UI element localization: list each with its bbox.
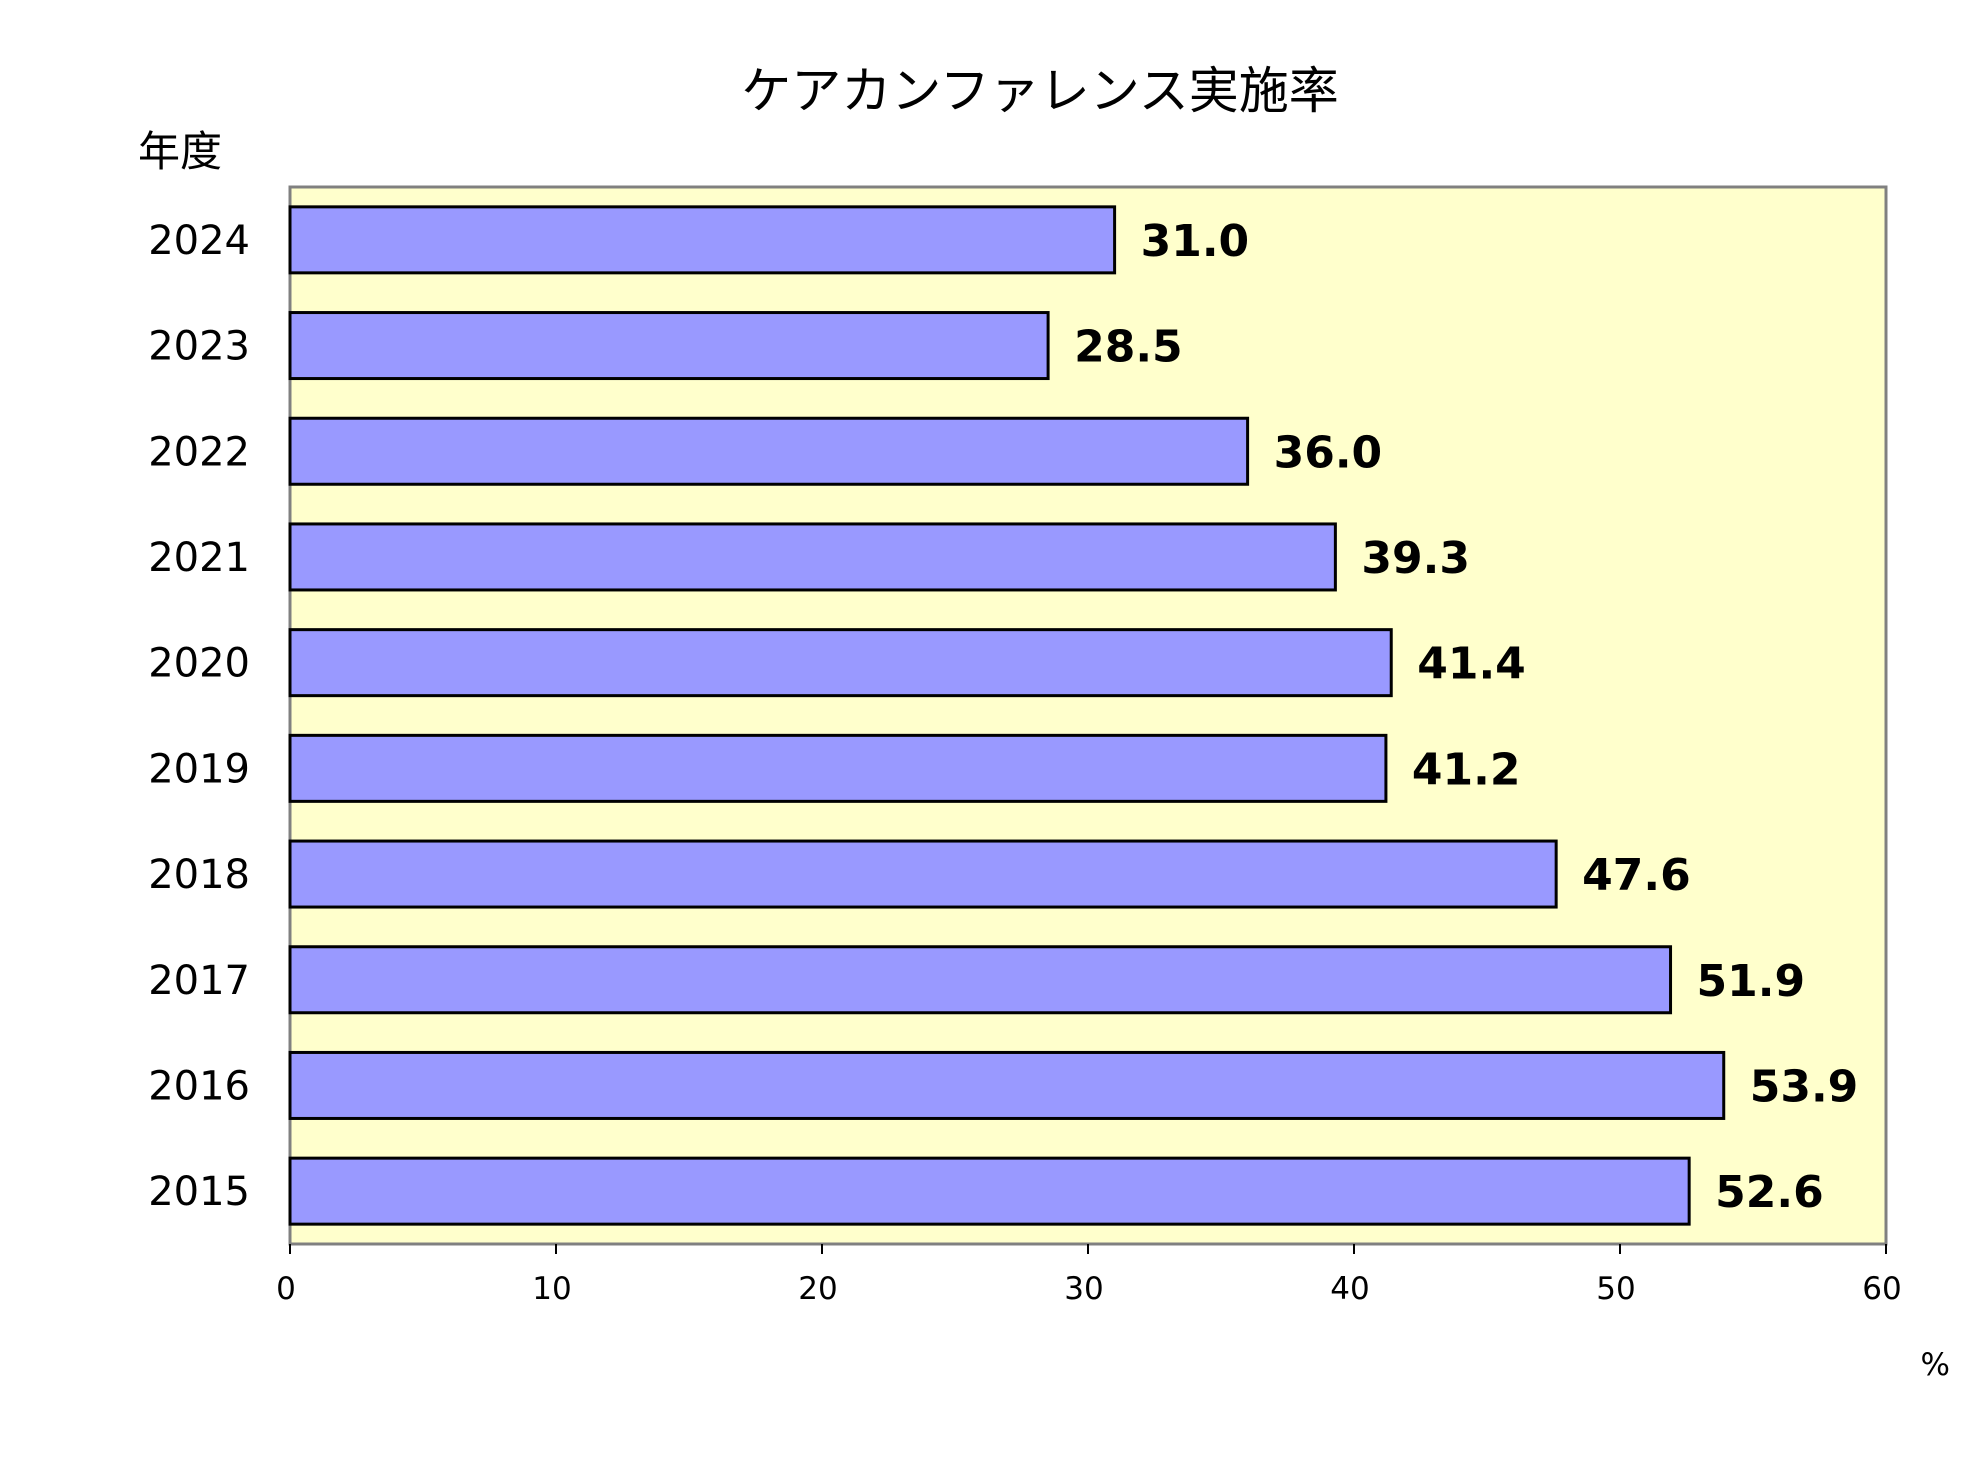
bar-2023 [288, 311, 1050, 381]
value-label-2021: 39.3 [1361, 533, 1470, 584]
x-tick-label-10: 10 [532, 1271, 571, 1307]
category-label-2024: 2024 [148, 218, 250, 264]
bar-2018 [288, 839, 1558, 909]
category-label-2022: 2022 [148, 429, 250, 475]
bar-2017 [288, 945, 1673, 1015]
x-tick-label-0: 0 [276, 1271, 296, 1307]
category-label-2021: 2021 [148, 535, 250, 581]
bars-layer: 31.0 28.5 36.0 39.3 41.4 41.2 47.6 51.9 53.9 52.6 [288, 205, 1859, 1226]
x-tick-label-30: 30 [1064, 1271, 1103, 1307]
category-label-2018: 2018 [148, 852, 250, 898]
bar-2020 [288, 628, 1393, 698]
value-label-2017: 51.9 [1697, 956, 1806, 1007]
category-label-2023: 2023 [148, 324, 250, 370]
bar-2024 [288, 205, 1117, 275]
x-tick-label-50: 50 [1596, 1271, 1635, 1307]
bar-2022 [288, 416, 1250, 486]
x-tick-label-40: 40 [1330, 1271, 1369, 1307]
x-tick-label-20: 20 [798, 1271, 837, 1307]
axis-layer: 2024 2023 2022 2021 2020 2019 2018 2017 2016 2015… [148, 218, 1902, 1307]
bar-2019 [288, 733, 1388, 803]
value-label-2018: 47.6 [1582, 850, 1691, 901]
category-label-2017: 2017 [148, 958, 250, 1004]
value-label-2020: 41.4 [1417, 639, 1526, 690]
category-label-2015: 2015 [148, 1169, 250, 1215]
category-label-2016: 2016 [148, 1063, 250, 1109]
value-label-2019: 41.2 [1412, 744, 1521, 795]
category-label-2019: 2019 [148, 746, 250, 792]
chart-title: ケアカンファレンス実施率 [741, 62, 1339, 120]
value-label-2015: 52.6 [1715, 1167, 1824, 1218]
bar-2015 [288, 1156, 1691, 1226]
value-label-2023: 28.5 [1074, 322, 1183, 373]
value-label-2022: 36.0 [1274, 427, 1383, 478]
value-label-2016: 53.9 [1750, 1061, 1859, 1112]
x-axis-unit-label: % [1921, 1347, 1950, 1383]
bar-2016 [288, 1050, 1726, 1120]
value-label-2024: 31.0 [1141, 216, 1250, 267]
x-tick-label-60: 60 [1862, 1271, 1901, 1307]
category-label-2020: 2020 [148, 641, 250, 687]
y-axis-label: 年度 [138, 127, 222, 176]
bar-2021 [288, 522, 1337, 592]
